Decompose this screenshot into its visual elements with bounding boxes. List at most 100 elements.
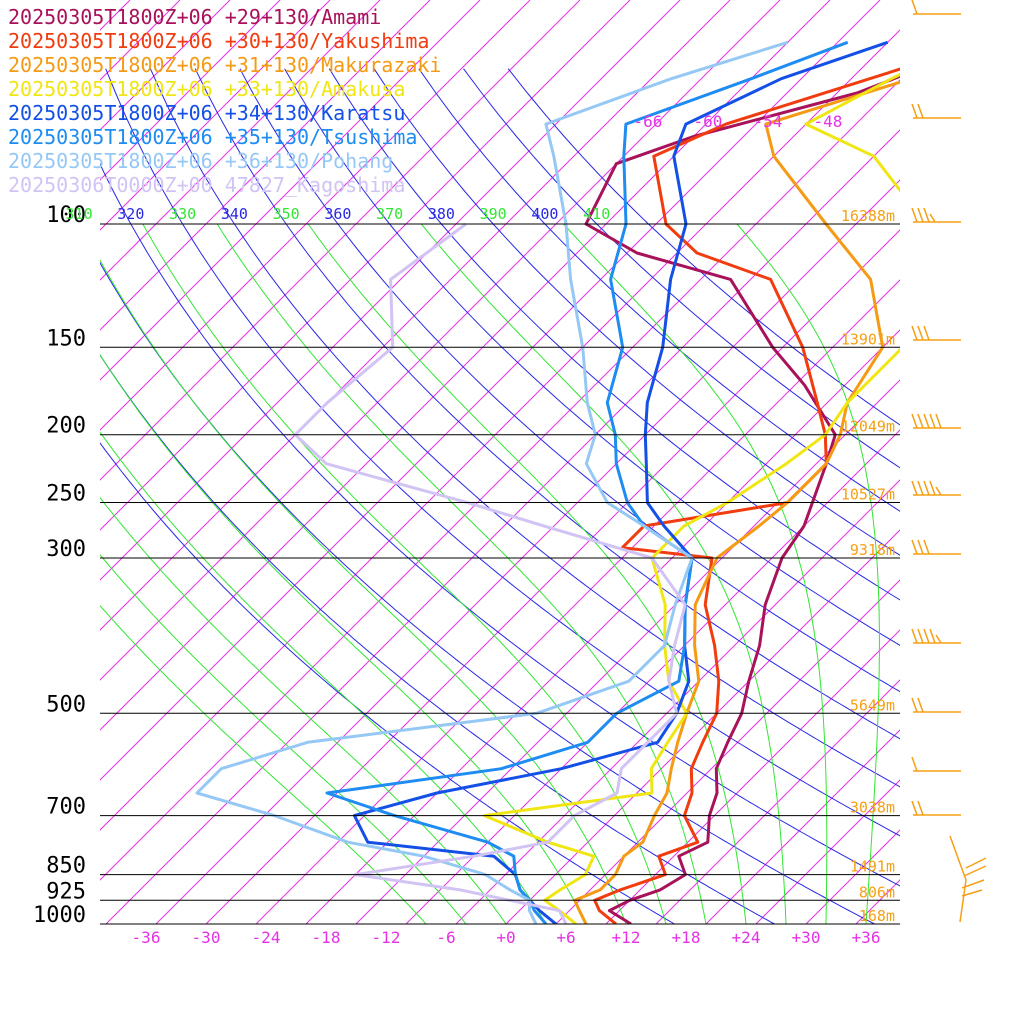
isotherm-line bbox=[100, 0, 681, 581]
theta-label: 320 bbox=[117, 205, 144, 223]
isotherm-line bbox=[100, 0, 881, 781]
wind-barb-feather bbox=[911, 539, 918, 555]
pressure-tick-label: 200 bbox=[46, 414, 86, 439]
geopotential-height-label: 1491m bbox=[850, 858, 895, 876]
geopotential-height-label: 10527m bbox=[841, 486, 895, 504]
isotherm-line bbox=[855, 879, 900, 924]
legend-entry: 20250305T1800Z+06 +33+130/Amakusa bbox=[8, 77, 405, 101]
wind-barb-feather bbox=[917, 325, 924, 341]
legend-entry: 20250306T0000Z+00 47827_Kagoshima bbox=[8, 173, 405, 197]
wind-barb-shaft bbox=[949, 835, 967, 881]
sounding-line bbox=[573, 80, 900, 924]
geopotential-height-label: 13901m bbox=[841, 330, 895, 348]
pressure-tick-label: 925 bbox=[46, 879, 86, 904]
wind-barb bbox=[911, 0, 961, 15]
dry-adiabat-line bbox=[149, 68, 900, 788]
isotherm-line bbox=[100, 0, 581, 481]
legend-entry: 20250305T1800Z+06 +31+130/Makurazaki bbox=[8, 53, 441, 77]
pressure-tick-label: 500 bbox=[46, 692, 86, 717]
wind-barb-feather bbox=[917, 480, 924, 496]
sounding-line bbox=[293, 222, 687, 924]
isotherm-line bbox=[505, 529, 900, 924]
pressure-tick-label: 700 bbox=[46, 795, 86, 820]
wind-barb-feather bbox=[923, 413, 930, 429]
wind-barb-feather bbox=[961, 889, 983, 897]
isotherm-line bbox=[100, 0, 381, 281]
pressure-tick-label: 250 bbox=[46, 482, 86, 507]
temperature-tick-label: +12 bbox=[612, 928, 641, 947]
dry-adiabat-line bbox=[507, 68, 900, 426]
isotherm-line bbox=[906, 0, 1024, 924]
upper-temperature-label: -54 bbox=[754, 112, 783, 131]
wind-barb-feather bbox=[917, 413, 924, 429]
isotherm-line bbox=[605, 629, 900, 924]
temperature-tick-label: +30 bbox=[792, 928, 821, 947]
isotherm-line bbox=[655, 679, 900, 924]
theta-label: 410 bbox=[583, 205, 610, 223]
dry-adiabat-line bbox=[418, 68, 900, 512]
geopotential-height-label: 16388m bbox=[841, 207, 895, 225]
wind-barb-feather bbox=[923, 539, 930, 555]
legend-entry: 20250305T1800Z+06 +36+130/Pohang bbox=[8, 149, 393, 173]
chart-legend: 20250305T1800Z+06 +29+130/Amami20250305T… bbox=[8, 5, 441, 197]
wind-barb-feather bbox=[911, 756, 918, 772]
wind-barb-feather bbox=[929, 628, 936, 644]
isotherm-line bbox=[100, 0, 281, 181]
geopotential-height-label: 806m bbox=[859, 883, 895, 901]
upper-temperature-label: -60 bbox=[694, 112, 723, 131]
isotherm-line bbox=[100, 0, 631, 531]
wind-barb bbox=[911, 103, 961, 119]
temperature-tick-label: -6 bbox=[436, 928, 455, 947]
moist-adiabat-line bbox=[100, 354, 587, 924]
isotherm-line bbox=[100, 0, 431, 331]
pressure-tick-label: 150 bbox=[46, 326, 86, 351]
legend-entry: 20250305T1800Z+06 +29+130/Amami bbox=[8, 5, 381, 29]
isotherm-line bbox=[100, 0, 481, 381]
dry-adiabat-line bbox=[284, 68, 900, 646]
dry-adiabat-line bbox=[100, 261, 875, 924]
wind-barb-feather bbox=[917, 103, 924, 119]
legend-entry: 20250305T1800Z+06 +30+130/Yakushima bbox=[8, 29, 429, 53]
geopotential-height-label: 5649m bbox=[850, 696, 895, 714]
sounding-line bbox=[593, 67, 900, 924]
wind-barb-feather bbox=[963, 865, 987, 877]
temperature-tick-label: +24 bbox=[732, 928, 761, 947]
wind-barb bbox=[911, 756, 961, 772]
wind-barb-feather bbox=[929, 213, 936, 223]
upper-temperature-label: -48 bbox=[814, 112, 843, 131]
geopotential-height-label: 12049m bbox=[841, 418, 895, 436]
temperature-tick-label: -18 bbox=[312, 928, 341, 947]
wind-barb bbox=[949, 835, 987, 923]
dry-adiabat-line bbox=[239, 68, 900, 693]
wind-barbs bbox=[911, 0, 987, 923]
wind-barb bbox=[911, 697, 961, 713]
theta-label: 350 bbox=[273, 205, 300, 223]
wind-barb-feather bbox=[917, 800, 924, 816]
wind-barb-feather bbox=[911, 628, 918, 644]
isotherm-line bbox=[100, 0, 731, 631]
pressure-tick-label: 1000 bbox=[33, 903, 86, 928]
wind-barb-feather bbox=[929, 480, 936, 496]
temperature-tick-label: +6 bbox=[556, 928, 575, 947]
wind-barb-feather bbox=[911, 697, 918, 713]
wind-barb-feather bbox=[911, 207, 918, 223]
wind-barb-feather bbox=[917, 628, 924, 644]
dry-adiabat-line bbox=[463, 68, 900, 469]
isotherm-line bbox=[355, 379, 900, 924]
temperature-tick-label: +18 bbox=[672, 928, 701, 947]
wind-barb-feather bbox=[929, 413, 936, 429]
isotherm-line bbox=[305, 329, 900, 924]
temperature-tick-label: +0 bbox=[496, 928, 515, 947]
dry-adiabat-line bbox=[373, 68, 900, 556]
theta-label: 400 bbox=[531, 205, 558, 223]
sounding-profiles bbox=[195, 40, 900, 924]
temperature-tick-label: -24 bbox=[252, 928, 281, 947]
isotherm-line bbox=[705, 729, 900, 924]
wind-barb-feather bbox=[935, 634, 942, 644]
wind-barb bbox=[911, 628, 961, 644]
legend-entry: 20250305T1800Z+06 +34+130/Karatsu bbox=[8, 101, 405, 125]
moist-adiabat-line bbox=[307, 223, 747, 924]
wind-barb bbox=[911, 207, 961, 223]
